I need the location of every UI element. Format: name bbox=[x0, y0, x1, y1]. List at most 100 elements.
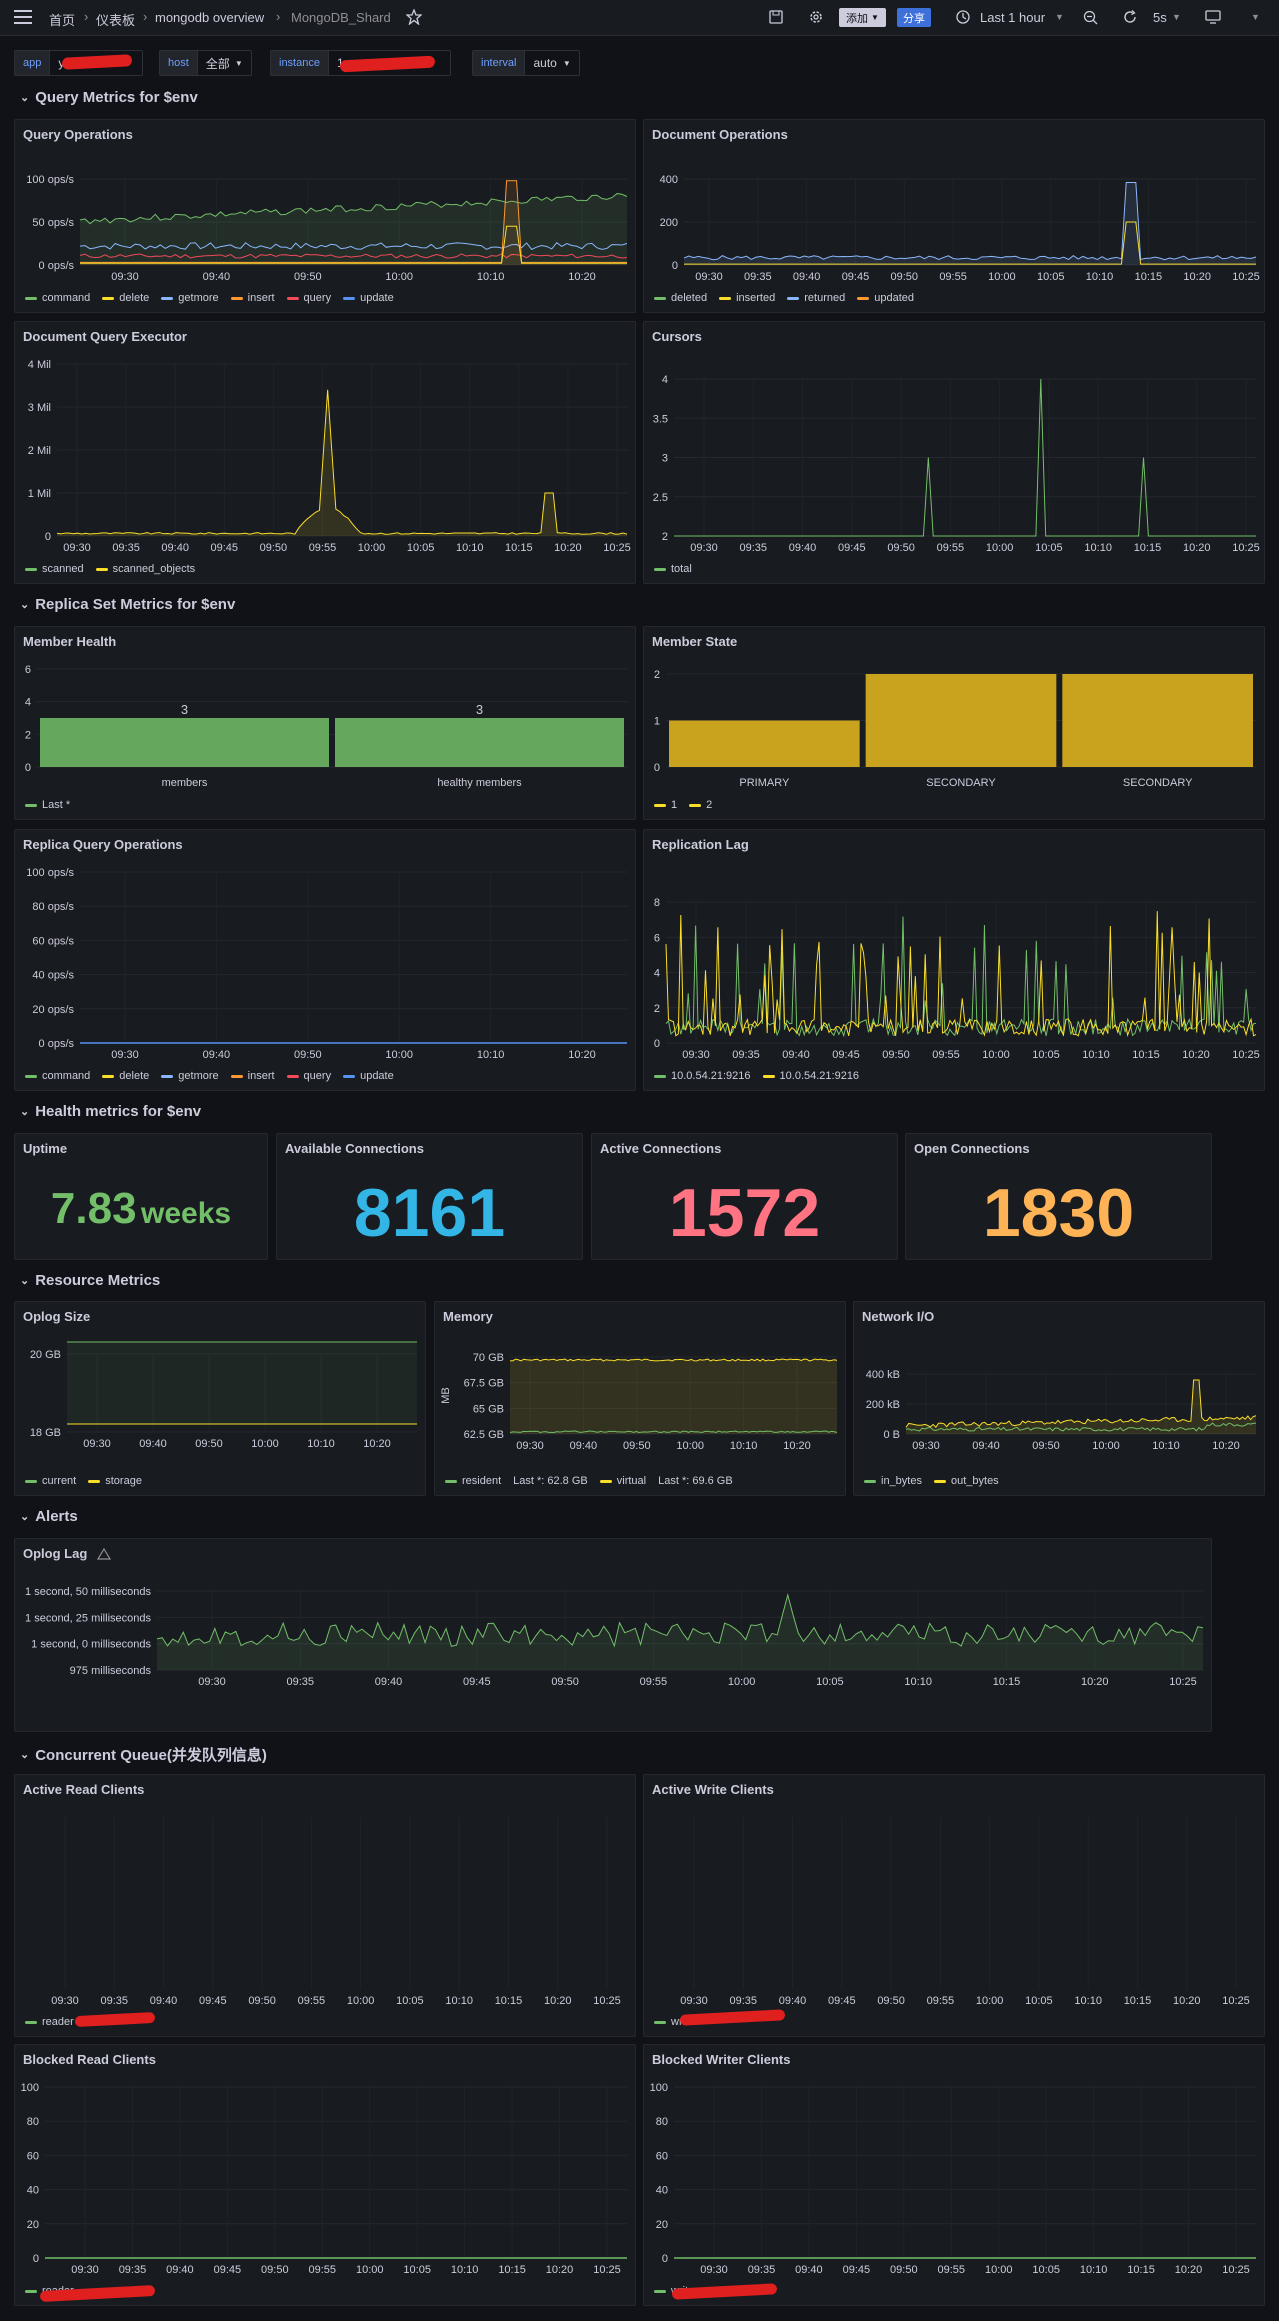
panel-member-state[interactable]: Member State 2 1 0 PRIMARY SECONDARY SECONDARY… bbox=[643, 626, 1265, 820]
x-tick-label: 10:20 bbox=[568, 1049, 596, 1061]
legend-item[interactable]: virtual bbox=[599, 1475, 646, 1487]
legend-item[interactable]: scanned_objects bbox=[95, 563, 195, 575]
legend-item[interactable]: command bbox=[25, 292, 90, 304]
breadcrumb-folder[interactable]: mongodb overview bbox=[155, 10, 265, 25]
variable-value[interactable]: 全部 ▼ bbox=[197, 50, 252, 76]
y-tick-label: 3 Mil bbox=[28, 402, 51, 414]
y-tick-label: 100 ops/s bbox=[26, 174, 74, 186]
row-concurrent-queue[interactable]: ⌄ Concurrent Queue(并发队列信息) bbox=[20, 1744, 267, 1765]
panel-uptime[interactable]: Uptime 7.83 weeks bbox=[14, 1133, 268, 1260]
panel-blocked-read-clients[interactable]: Blocked Read Clients 100 80 60 40 20 0 09:30 09:… bbox=[14, 2044, 636, 2306]
x-tick-label: 10:15 bbox=[498, 2264, 526, 2276]
legend-item[interactable]: inserted bbox=[719, 292, 775, 304]
legend-item[interactable]: storage bbox=[88, 1475, 142, 1487]
menu-icon[interactable] bbox=[14, 10, 32, 24]
share-button[interactable]: 分享 bbox=[897, 8, 931, 27]
variable-value[interactable]: auto ▼ bbox=[525, 50, 580, 76]
x-tick-label: 10:20 bbox=[1175, 2264, 1203, 2276]
legend-item[interactable]: updated bbox=[857, 292, 914, 304]
legend-item[interactable]: out_bytes bbox=[933, 1475, 999, 1487]
panel-oplog-size[interactable]: Oplog Size 20 GB 18 GB 09:30 09:40 09:50 10:00… bbox=[14, 1301, 426, 1496]
panel-replica-query-operations[interactable]: Replica Query Operations 100 ops/s 80 ops/… bbox=[14, 829, 636, 1091]
x-tick-label: 09:30 bbox=[680, 1995, 708, 2007]
row-alerts[interactable]: ⌄ Alerts bbox=[20, 1508, 78, 1525]
legend-item[interactable]: scanned bbox=[25, 563, 84, 575]
legend-label: delete bbox=[119, 1070, 150, 1082]
legend-item[interactable]: command bbox=[25, 1070, 90, 1082]
legend-item[interactable]: 2 bbox=[689, 799, 712, 811]
legend-item[interactable]: deleted bbox=[654, 292, 707, 304]
panel-document-operations[interactable]: Document Operations 400 200 0 09:30 09:35 09:4… bbox=[643, 119, 1265, 313]
legend-item[interactable]: returned bbox=[787, 292, 845, 304]
variable-host[interactable]: host 全部 ▼ bbox=[159, 50, 252, 76]
panel-open-connections[interactable]: Open Connections 1830 bbox=[905, 1133, 1212, 1260]
clock-icon bbox=[956, 10, 970, 24]
breadcrumb-home[interactable]: 首页 bbox=[49, 13, 76, 28]
legend-item[interactable]: Last *: 69.6 GB bbox=[658, 1475, 733, 1487]
legend-item[interactable]: insert bbox=[230, 1070, 275, 1082]
legend-item[interactable]: in_bytes bbox=[864, 1475, 922, 1487]
panel-cursors[interactable]: Cursors 4 3.5 3 2.5 2 09:30 09:35 09:40 09:45 09:5… bbox=[643, 321, 1265, 584]
legend-item[interactable]: Last *: 62.8 GB bbox=[513, 1475, 588, 1487]
warning-icon[interactable] bbox=[97, 1547, 112, 1560]
legend-item[interactable]: insert bbox=[230, 292, 275, 304]
legend-item[interactable]: delete bbox=[102, 292, 149, 304]
row-query-metrics[interactable]: ⌄ Query Metrics for $env bbox=[20, 89, 198, 106]
x-tick-label: 10:20 bbox=[1183, 542, 1211, 554]
breadcrumb-dashboards[interactable]: 仪表板 bbox=[96, 13, 136, 28]
panel-blocked-writer-clients[interactable]: Blocked Writer Clients 100 80 60 40 20 0 09:30 0… bbox=[643, 2044, 1265, 2306]
panel-oplog-lag[interactable]: Oplog Lag 1 second, 50 milliseconds 1 seco… bbox=[14, 1538, 1212, 1732]
refresh-icon[interactable] bbox=[1123, 10, 1138, 25]
legend-item[interactable]: update bbox=[343, 1070, 394, 1082]
time-range-picker[interactable]: Last 1 hour bbox=[980, 10, 1046, 25]
panel-available-connections[interactable]: Available Connections 8161 bbox=[276, 1133, 583, 1260]
panel-network-io[interactable]: Network I/O 400 kB 200 kB 0 B 09:30 09:40 09:5… bbox=[853, 1301, 1265, 1496]
x-tick-label: 09:55 bbox=[640, 1676, 668, 1688]
legend-item[interactable]: current bbox=[25, 1475, 76, 1487]
variable-label: instance bbox=[270, 50, 329, 76]
tv-mode-icon[interactable] bbox=[1205, 10, 1221, 24]
legend-item[interactable]: 10.0.54.21:9216 bbox=[762, 1070, 859, 1082]
x-tick-label: 10:05 bbox=[816, 1676, 844, 1688]
legend-item[interactable]: reader bbox=[25, 2016, 74, 2028]
inserted-series-line bbox=[684, 221, 1256, 265]
star-icon[interactable] bbox=[406, 9, 422, 25]
legend-item[interactable]: resident bbox=[445, 1475, 501, 1487]
panel-title: Blocked Writer Clients bbox=[652, 2052, 791, 2067]
variable-interval[interactable]: interval auto ▼ bbox=[472, 50, 580, 76]
panel-active-read-clients[interactable]: Active Read Clients 09:30 09:35 09:40 09:45 0… bbox=[14, 1774, 636, 2037]
legend-item[interactable]: total bbox=[654, 563, 692, 575]
panel-document-query-executor[interactable]: Document Query Executor 4 Mil 3 Mil 2 Mil 1 … bbox=[14, 321, 636, 584]
legend-item[interactable]: delete bbox=[102, 1070, 149, 1082]
add-button[interactable]: 添加 ▼ bbox=[839, 8, 886, 27]
settings-gear-icon[interactable] bbox=[808, 9, 824, 25]
legend-item[interactable]: query bbox=[286, 1070, 331, 1082]
panel-title: Memory bbox=[443, 1309, 493, 1324]
legend-item[interactable]: getmore bbox=[161, 292, 219, 304]
x-tick-label: 09:30 bbox=[700, 2264, 728, 2276]
legend-item[interactable]: Last * bbox=[25, 799, 70, 811]
panel-memory[interactable]: Memory 70 GB 67.5 GB 65 GB 62.5 GB 09:30 09:40… bbox=[434, 1301, 846, 1496]
panel-member-health[interactable]: Member Health 6 4 2 0 3 members 3 healthy member… bbox=[14, 626, 636, 820]
legend-item[interactable]: 10.0.54.21:9216 bbox=[654, 1070, 751, 1082]
panel-active-connections[interactable]: Active Connections 1572 bbox=[591, 1133, 898, 1260]
zoom-out-icon[interactable] bbox=[1083, 10, 1098, 25]
panel-replication-lag[interactable]: Replication Lag 8 6 4 2 0 09:30 09:35 09:40 09:45… bbox=[643, 829, 1265, 1091]
y-tick-label: 1 bbox=[654, 716, 660, 728]
row-replica-metrics[interactable]: ⌄ Replica Set Metrics for $env bbox=[20, 596, 235, 613]
legend-item[interactable]: query bbox=[286, 292, 331, 304]
row-resource-metrics[interactable]: ⌄ Resource Metrics bbox=[20, 1272, 160, 1289]
x-tick-label: 10:00 bbox=[728, 1676, 756, 1688]
row-health-metrics[interactable]: ⌄ Health metrics for $env bbox=[20, 1103, 201, 1120]
legend-item[interactable]: update bbox=[343, 292, 394, 304]
panel-active-write-clients[interactable]: Active Write Clients 09:30 09:35 09:40 09:45… bbox=[643, 1774, 1265, 2037]
refresh-interval-picker[interactable]: 5s bbox=[1153, 10, 1167, 25]
chevron-down-icon[interactable]: ▼ bbox=[1251, 12, 1260, 22]
legend-label: getmore bbox=[178, 1070, 219, 1082]
legend-item[interactable]: getmore bbox=[161, 1070, 219, 1082]
panel-query-operations[interactable]: Query Operations 100 ops/s 50 ops/s 0 ops/s… bbox=[14, 119, 636, 313]
command-series-line bbox=[79, 193, 628, 225]
save-icon[interactable] bbox=[769, 10, 783, 24]
legend-item[interactable]: 1 bbox=[654, 799, 677, 811]
legend-swatch bbox=[654, 1074, 666, 1078]
